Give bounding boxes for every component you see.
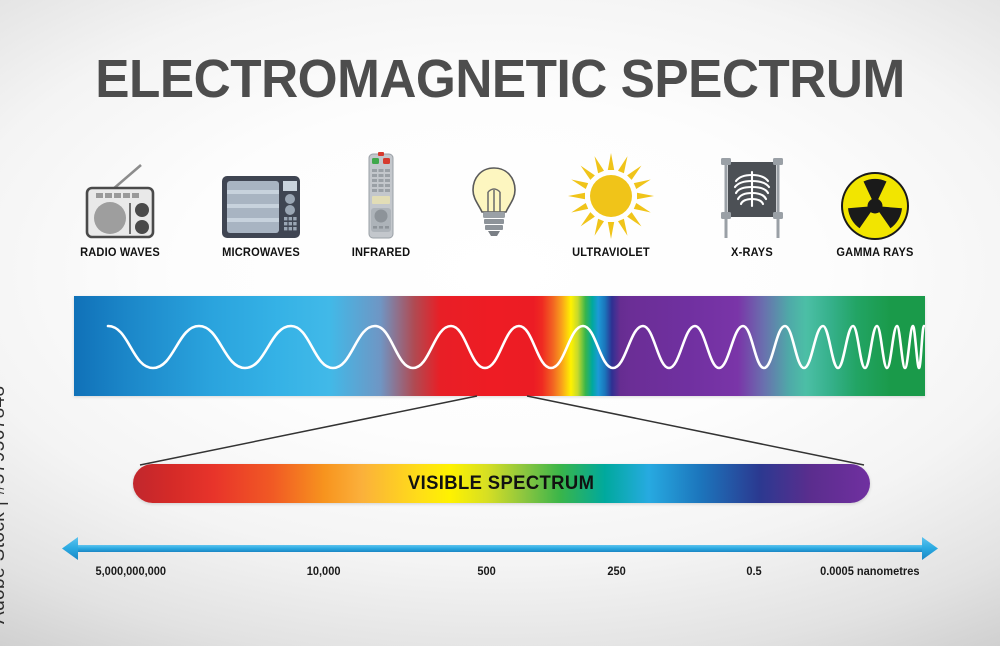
arrow-head-left — [62, 537, 78, 560]
page-title: ELECTROMAGNETIC SPECTRUM — [95, 49, 905, 109]
microwave-icon — [201, 150, 321, 242]
radiation-icon — [815, 150, 935, 242]
spectrum-band-visible-light — [444, 150, 544, 247]
callout-line-right — [526, 395, 865, 466]
spectrum-band-infrared: INFRARED — [321, 150, 441, 259]
icon-row: RADIO WAVES MIC — [0, 150, 1000, 285]
icon-label: GAMMA RAYS — [836, 247, 914, 259]
icon-label: RADIO WAVES — [80, 247, 160, 259]
spectrum-band-radio-waves: RADIO WAVES — [60, 150, 180, 259]
sun-icon — [551, 150, 671, 242]
arrow-head-right — [922, 537, 938, 560]
spectrum-band-ultraviolet: ULTRAVIOLET — [551, 150, 671, 259]
scale-tick-3: 250 — [607, 566, 626, 578]
scale-tick-4: 0.5 — [746, 566, 762, 578]
scale-tick-0: 5,000,000,000 — [95, 566, 167, 578]
scale-tick-5: 0.0005 nanometres — [820, 566, 920, 578]
visible-spectrum-label: VISIBLE SPECTRUM — [408, 472, 595, 494]
icon-label: X-RAYS — [731, 247, 773, 259]
wave-line — [106, 324, 925, 370]
light-bulb-icon — [444, 150, 544, 242]
remote-control-icon — [321, 150, 441, 242]
scale-tick-1: 10,000 — [306, 566, 341, 578]
spectrum-band-gamma-rays: GAMMA RAYS — [815, 150, 935, 259]
spectrum-band-microwaves: MICROWAVES — [201, 150, 321, 259]
scale-tick-2: 500 — [477, 566, 496, 578]
xray-icon — [692, 150, 812, 242]
visible-spectrum-bar: VISIBLE SPECTRUM — [133, 464, 870, 503]
icon-label: INFRARED — [351, 247, 411, 259]
radio-icon — [60, 150, 180, 242]
callout-lines — [139, 395, 865, 466]
wavelength-scale-labels: 5,000,000,000 10,000 500 250 0.5 0.0005 … — [0, 566, 1000, 590]
callout-line-left — [139, 395, 478, 466]
electromagnetic-spectrum-bar — [74, 296, 925, 396]
wavelength-scale-arrow — [62, 537, 938, 560]
icon-label: ULTRAVIOLET — [572, 247, 650, 259]
spectrum-band-xrays: X-RAYS — [692, 150, 812, 259]
icon-label: MICROWAVES — [222, 247, 300, 259]
